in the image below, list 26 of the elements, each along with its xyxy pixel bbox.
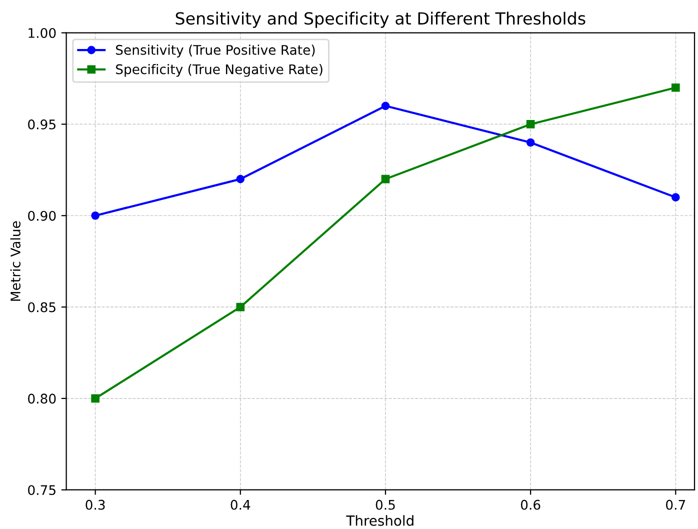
y-axis-title: Metric Value [10, 221, 20, 301]
point [91, 211, 100, 220]
x-axis-title: Threshold [346, 515, 414, 526]
point [526, 120, 535, 128]
point [381, 174, 390, 184]
point [91, 394, 100, 403]
y-tick-label: 0.85 [28, 302, 56, 312]
y-tick-label: 0.90 [28, 210, 56, 221]
point [671, 83, 680, 92]
chart-title: Sensitivity and Specificity at Different Thresholds [176, 12, 586, 28]
x-tick-label: 0.3 [86, 500, 105, 510]
point [236, 174, 245, 184]
point [526, 138, 535, 147]
point [381, 102, 390, 110]
y-tick-label: 1.00 [28, 28, 56, 38]
y-tick-label: 0.75 [28, 485, 56, 496]
legend-label: Specificity (True Negative Rate) [116, 64, 322, 77]
y-tick-label: 0.80 [28, 394, 56, 404]
x-tick-label: 0.6 [520, 500, 540, 510]
point [236, 302, 245, 312]
x-tick-label: 0.5 [376, 500, 395, 510]
y-tick-label: 0.95 [28, 119, 56, 130]
x-tick-label: 0.4 [230, 500, 250, 510]
x-tick-label: 0.7 [666, 500, 686, 510]
point [671, 193, 680, 202]
legend-label: Sensitivity (True Positive Rate) [116, 44, 315, 58]
